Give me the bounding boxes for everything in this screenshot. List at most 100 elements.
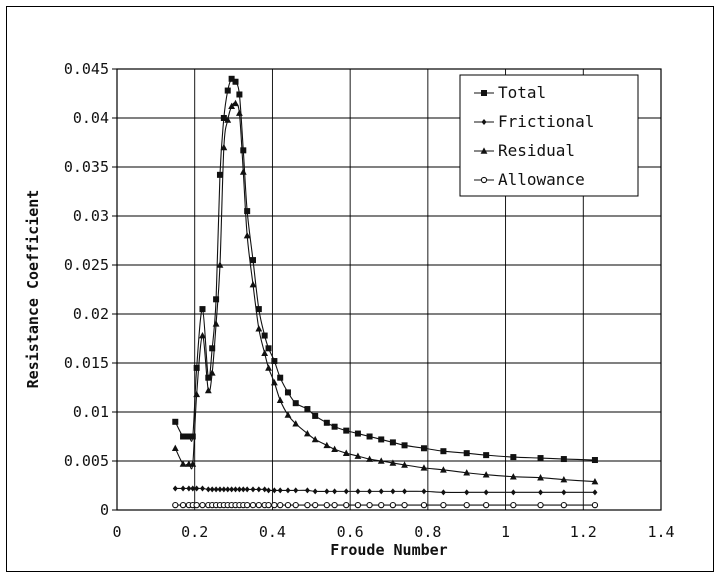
- frictional-data-point: [205, 486, 211, 493]
- allowance-data-point: [179, 501, 187, 509]
- allowance-data-point: [463, 501, 470, 509]
- total-data-point: [537, 455, 544, 462]
- y-tick-label: 0.035: [64, 158, 109, 176]
- y-tick-label: 0.045: [64, 60, 109, 78]
- legend-label-frictional: Frictional: [498, 112, 594, 131]
- allowance-data-point: [193, 501, 200, 509]
- total-data-point: [440, 448, 447, 455]
- y-tick-label: 0.04: [73, 109, 109, 127]
- frictional-data-point: [266, 487, 272, 494]
- frictional-data-point: [367, 488, 373, 495]
- residual-data-point: [482, 471, 490, 478]
- legend-marker-allowance: [480, 176, 488, 184]
- residual-data-point: [189, 460, 197, 467]
- frictional-data-point: [180, 485, 186, 492]
- total-data-point: [265, 345, 272, 352]
- allowance-data-point: [378, 501, 385, 509]
- frictional-data-point: [592, 489, 598, 496]
- allowance-data-point: [482, 501, 490, 509]
- allowance-data-point: [265, 501, 272, 509]
- allowance-data-point: [420, 501, 428, 509]
- total-data-point: [463, 450, 470, 457]
- total-data-point: [180, 433, 187, 440]
- x-tick-label: 0.2: [181, 523, 208, 541]
- series-residual: [171, 99, 599, 485]
- allowance-data-point: [312, 501, 319, 509]
- total-data-point: [271, 358, 278, 365]
- allowance-data-point: [343, 501, 350, 509]
- total-data-point: [209, 345, 216, 352]
- residual-data-point: [440, 466, 447, 473]
- total-data-point: [172, 418, 179, 425]
- legend-item-frictional: Frictional: [474, 112, 594, 131]
- total-data-point: [216, 171, 223, 178]
- total-data-point: [255, 306, 262, 313]
- total-data-point: [224, 87, 231, 94]
- total-data-point: [261, 332, 268, 339]
- allowance-data-point: [401, 501, 408, 509]
- legend-marker-frictional: [481, 119, 487, 125]
- legend-label-total: Total: [498, 83, 546, 102]
- y-tick-label: 0.02: [73, 305, 109, 323]
- series-total: [172, 75, 598, 464]
- allowance-data-point: [440, 501, 447, 509]
- legend-item-residual: Residual: [474, 141, 575, 160]
- frictional-data-point: [378, 488, 384, 495]
- total-data-point: [323, 419, 330, 426]
- legend-marker-total: [481, 90, 487, 96]
- residual-data-point: [243, 232, 251, 239]
- frictional-data-point: [355, 488, 361, 495]
- residual-data-point: [261, 349, 269, 356]
- frictional-data-point: [440, 489, 446, 496]
- residual-data-point: [199, 331, 206, 339]
- frictional-data-point: [233, 486, 239, 493]
- allowance-data-point: [510, 501, 517, 509]
- y-axis-title: Resistance Coefficient: [24, 190, 42, 389]
- residual-data-point: [249, 281, 257, 288]
- frictional-data-point: [421, 488, 427, 495]
- residual-data-point: [284, 411, 292, 418]
- frictional-data-point: [229, 486, 235, 493]
- residual-data-point: [208, 369, 216, 376]
- residual-data-point: [232, 99, 239, 107]
- x-tick-label: 0.6: [337, 523, 364, 541]
- total-data-point: [312, 412, 319, 419]
- y-tick-label: 0.005: [64, 452, 109, 470]
- frictional-data-point: [244, 486, 250, 493]
- total-data-point: [354, 430, 361, 437]
- x-tick-label: 0.8: [414, 523, 441, 541]
- total-data-point: [236, 91, 243, 98]
- frictional-data-point: [213, 486, 219, 493]
- frictional-data-point: [277, 487, 283, 494]
- frictional-data-point: [250, 486, 256, 493]
- legend-label-residual: Residual: [498, 141, 575, 160]
- frictional-data-point: [324, 488, 330, 495]
- x-tick-label: 0: [112, 523, 121, 541]
- frictional-data-point: [293, 487, 299, 494]
- residual-data-point: [389, 459, 397, 466]
- residual-data-point: [236, 109, 243, 116]
- residual-data-point: [366, 455, 373, 462]
- series-layer: [171, 75, 599, 509]
- allowance-data-point: [354, 501, 362, 509]
- allowance-data-point: [366, 501, 373, 509]
- allowance-data-point: [331, 501, 338, 509]
- residual-data-point: [401, 461, 408, 468]
- total-data-point: [591, 457, 598, 464]
- x-tick-label: 1.4: [647, 523, 674, 541]
- frictional-data-point: [199, 485, 205, 492]
- total-data-point: [205, 374, 212, 381]
- residual-data-point: [179, 460, 187, 467]
- frictional-data-point: [172, 485, 178, 492]
- legend-item-total: Total: [474, 83, 546, 102]
- total-data-point: [366, 433, 373, 440]
- frictional-data-point: [538, 489, 544, 496]
- allowance-data-point: [172, 501, 179, 509]
- frictional-data-point: [304, 487, 310, 494]
- allowance-data-point: [255, 501, 262, 509]
- residual-data-point: [224, 116, 232, 123]
- residual-data-point: [171, 444, 179, 452]
- total-data-point: [213, 296, 220, 303]
- allowance-data-point: [389, 501, 397, 509]
- residual-data-point: [560, 476, 568, 483]
